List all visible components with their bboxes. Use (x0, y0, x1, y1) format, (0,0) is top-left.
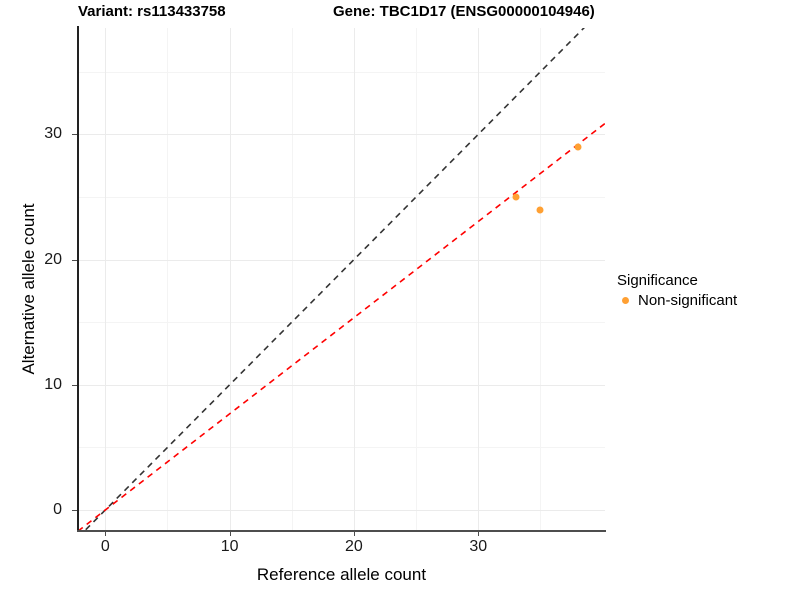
gridline-h (78, 447, 605, 448)
y-tick-mark (72, 509, 77, 511)
gridline-h (78, 260, 605, 261)
gridline-v (540, 28, 541, 530)
gridline-v (416, 28, 417, 530)
gridline-h (78, 72, 605, 73)
x-tick-label: 0 (100, 538, 110, 555)
gridline-h (78, 197, 605, 198)
x-tick-label: 10 (220, 538, 239, 555)
gridline-v (230, 28, 231, 530)
y-tick-label: 10 (44, 375, 62, 393)
x-axis-label: Reference allele count (256, 565, 427, 584)
reference-lines (78, 28, 605, 530)
gridline-h (78, 322, 605, 323)
y-tick-mark (72, 384, 77, 386)
variant-title: Variant: rs113433758 (78, 3, 226, 20)
data-point (536, 206, 544, 214)
gridline-h (78, 385, 605, 386)
y-axis-label: Alternative allele count (19, 203, 38, 375)
gridline-v (292, 28, 293, 530)
gridline-h (78, 510, 605, 511)
reference-line-fit (78, 122, 605, 530)
legend-point-icon (621, 297, 629, 304)
data-point (574, 143, 582, 151)
gridline-v (105, 28, 106, 530)
gridline-v (478, 28, 479, 530)
legend-key (617, 293, 633, 309)
legend-item: Non-significant (617, 292, 797, 309)
reference-line-identity (84, 28, 585, 530)
x-tick-mark (229, 531, 231, 536)
plot-panel (78, 28, 605, 530)
y-tick-mark (72, 134, 77, 136)
gene-title: Gene: TBC1D17 (ENSG00000104946) (333, 3, 595, 20)
y-tick-label: 20 (44, 250, 62, 268)
x-axis-line (77, 530, 606, 532)
legend: Significance Non-significant (617, 272, 797, 309)
x-tick-mark (105, 531, 107, 536)
gridline-h (78, 134, 605, 135)
legend-entries: Non-significant (617, 292, 797, 309)
legend-item-label: Non-significant (638, 292, 738, 309)
y-tick-mark (72, 259, 77, 261)
y-axis-line (77, 26, 79, 532)
data-point (512, 193, 519, 201)
y-tick-label: 0 (53, 500, 62, 518)
legend-title: Significance (617, 272, 698, 289)
y-tick-label: 30 (44, 125, 62, 143)
x-tick-label: 30 (469, 538, 488, 555)
x-tick-mark (478, 531, 480, 536)
x-tick-label: 20 (345, 538, 363, 555)
x-tick-mark (353, 531, 355, 536)
gridline-v (167, 28, 168, 530)
gridline-v (354, 28, 355, 530)
